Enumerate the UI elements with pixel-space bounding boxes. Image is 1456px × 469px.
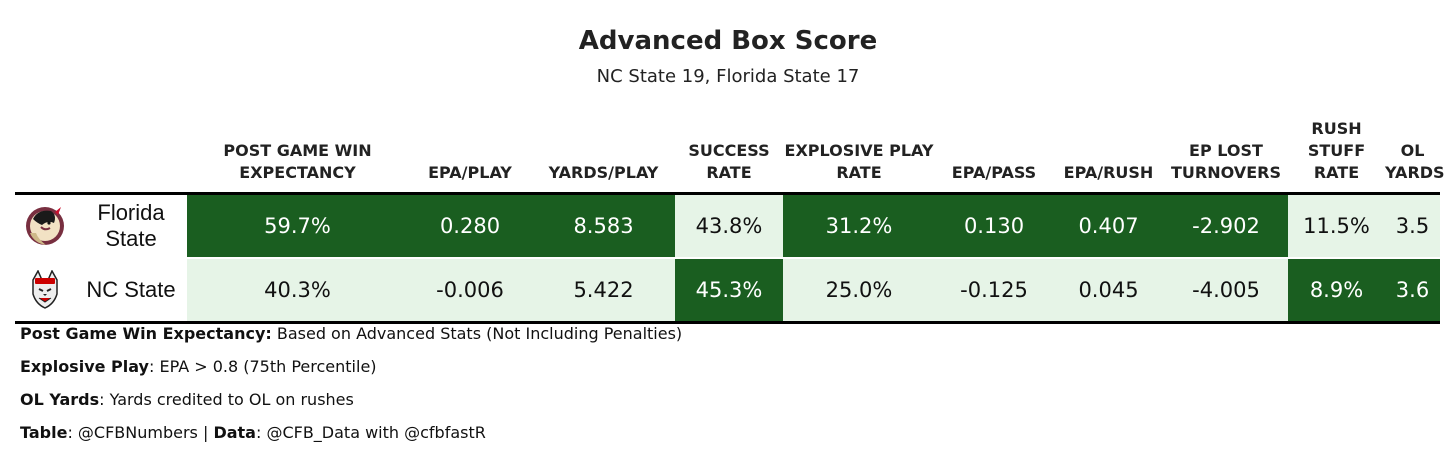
- column-header-epa-rush: EPA/RUSH: [1063, 163, 1154, 182]
- stat-cell-stuff: 8.9%: [1288, 257, 1385, 323]
- table-header-row: POST GAME WIN EXPECTANCY EPA/PLAY YARDS/PL…: [15, 104, 1445, 194]
- column-header-explosive: EXPLOSIVE PLAY RATE: [784, 141, 934, 182]
- page-subtitle: NC State 19, Florida State 17: [596, 66, 860, 87]
- column-header-success: SUCCESS RATE: [688, 141, 770, 182]
- footnote-text: : EPA > 0.8 (75th Percentile): [148, 357, 377, 376]
- stat-cell-success: 45.3%: [675, 257, 783, 323]
- stat-cell-ol: 3.5: [1385, 193, 1440, 258]
- stat-cell-yards-play: 5.422: [532, 257, 675, 323]
- stat-cell-explosive: 25.0%: [783, 257, 935, 323]
- page-title: Advanced Box Score: [578, 26, 878, 56]
- team-logo-cell: [15, 193, 75, 258]
- advanced-box-score-table: POST GAME WIN EXPECTANCY EPA/PLAY YARDS/PL…: [15, 104, 1445, 324]
- footnote-text: : @CFBNumbers |: [67, 423, 214, 442]
- footnote-label: Data: [213, 423, 256, 442]
- stat-cell-epa-play: 0.280: [408, 193, 532, 258]
- column-header-ol: OL YARDS: [1385, 141, 1445, 182]
- stat-cell-epa-rush: 0.407: [1053, 193, 1164, 258]
- footnote-text: : Yards credited to OL on rushes: [99, 390, 354, 409]
- footnotes: Post Game Win Expectancy: Based on Advan…: [20, 322, 682, 454]
- table-row: Florida State 59.7% 0.280 8.583 43.8% 31.2% 0.…: [15, 193, 1440, 258]
- column-header-wp: POST GAME WIN EXPECTANCY: [223, 141, 372, 182]
- column-header-stuff: RUSH STUFF RATE: [1307, 119, 1366, 182]
- team-name: NC State: [75, 257, 187, 323]
- footnote-label: OL Yards: [20, 390, 100, 409]
- nc-state-logo-icon: [32, 270, 58, 309]
- stat-cell-yards-play: 8.583: [532, 193, 675, 258]
- footnote-ol-yards: OL Yards: Yards credited to OL on rushes: [20, 388, 682, 421]
- column-header-epa-pass: EPA/PASS: [951, 163, 1037, 182]
- footnote-win-expectancy: Post Game Win Expectancy: Based on Advan…: [20, 322, 682, 355]
- table-body: Florida State 59.7% 0.280 8.583 43.8% 31.2% 0.…: [15, 193, 1440, 323]
- stat-cell-success: 43.8%: [675, 193, 783, 258]
- column-header-yards-play: YARDS/PLAY: [548, 163, 659, 182]
- stat-cell-ep-lost: -2.902: [1164, 193, 1288, 258]
- florida-state-logo-icon: [26, 207, 64, 245]
- stat-cell-ep-lost: -4.005: [1164, 257, 1288, 323]
- stat-cell-explosive: 31.2%: [783, 193, 935, 258]
- footnote-text: Based on Advanced Stats (Not Including P…: [271, 324, 683, 343]
- stat-cell-stuff: 11.5%: [1288, 193, 1385, 258]
- footnote-label: Table: [20, 423, 68, 442]
- stat-cell-epa-pass: -0.125: [935, 257, 1053, 323]
- footnote-credits: Table: @CFBNumbers | Data: @CFB_Data wit…: [20, 421, 682, 454]
- footnote-text: : @CFB_Data with @cfbfastR: [255, 423, 486, 442]
- stat-cell-epa-pass: 0.130: [935, 193, 1053, 258]
- stat-cell-wp: 40.3%: [187, 257, 408, 323]
- stat-cell-epa-play: -0.006: [408, 257, 532, 323]
- column-header-team: [75, 104, 187, 194]
- stat-cell-wp: 59.7%: [187, 193, 408, 258]
- stat-cell-ol: 3.6: [1385, 257, 1440, 323]
- footnote-label: Post Game Win Expectancy:: [20, 324, 272, 343]
- footnote-label: Explosive Play: [20, 357, 149, 376]
- stat-cell-epa-rush: 0.045: [1053, 257, 1164, 323]
- table-row: NC State 40.3% -0.006 5.422 45.3% 25.0% -0.125…: [15, 257, 1440, 323]
- column-header-ep-lost: EP LOST TURNOVERS: [1171, 141, 1281, 182]
- team-logo-cell: [15, 257, 75, 323]
- column-header-logo: [15, 104, 75, 194]
- footnote-explosive-play: Explosive Play: EPA > 0.8 (75th Percenti…: [20, 355, 682, 388]
- column-header-epa-play: EPA/PLAY: [428, 163, 512, 182]
- team-name: Florida State: [75, 193, 187, 258]
